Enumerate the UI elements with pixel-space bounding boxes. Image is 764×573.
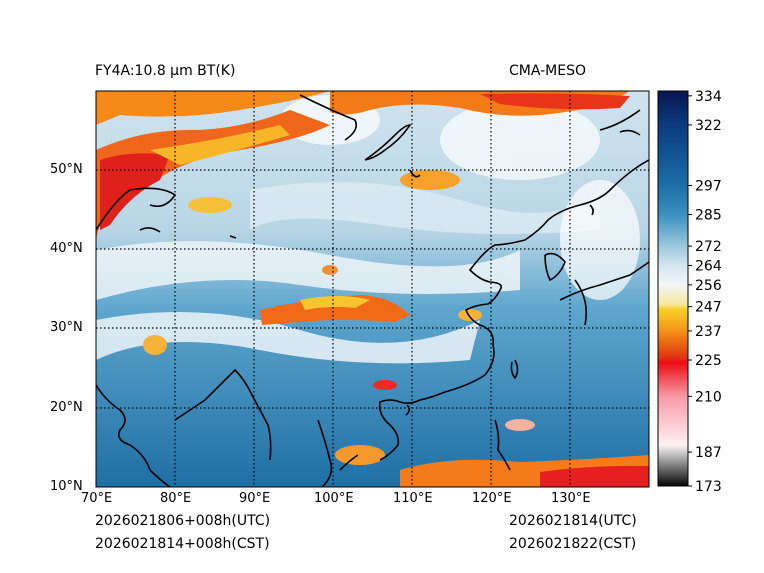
- valid-time-utc: 2026021814(UTC): [509, 513, 637, 529]
- colorbar: 334 322 297 285 272 264 256 247 237 225 210 187 173: [657, 89, 722, 493]
- colorbar-tick-label: 264: [695, 258, 722, 274]
- lon-tick-70: 70°E: [81, 491, 113, 506]
- forecast-time-cst: 2026021814+008h(CST): [95, 536, 270, 552]
- lon-tick-130: 130°E: [551, 491, 591, 506]
- lon-tick-80: 80°E: [160, 491, 192, 506]
- colorbar-tick-label: 285: [695, 208, 722, 224]
- model-name: CMA-MESO: [509, 63, 587, 79]
- forecast-time-utc: 2026021806+008h(UTC): [95, 513, 271, 529]
- colorbar-tick-label: 247: [695, 300, 722, 316]
- colorbar-tick-label: 272: [695, 239, 722, 255]
- colorbar-tick-label: 210: [695, 389, 722, 405]
- lon-tick-90: 90°E: [239, 491, 271, 506]
- colorbar-tick-label: 297: [695, 179, 722, 195]
- lat-tick-50: 50°N: [50, 162, 83, 177]
- colorbar-tick-label: 256: [695, 278, 722, 294]
- cold-cloud-tops: [96, 91, 649, 487]
- colorbar-tick-label: 225: [695, 353, 722, 369]
- lat-tick-10: 10°N: [50, 479, 83, 494]
- graticule: [96, 91, 649, 487]
- lat-tick-40: 40°N: [50, 241, 83, 256]
- valid-time-cst: 2026021822(CST): [509, 536, 637, 552]
- lat-tick-20: 20°N: [50, 400, 83, 415]
- colorbar-tick-label: 173: [695, 479, 722, 493]
- lon-tick-120: 120°E: [472, 491, 512, 506]
- colorbar-scale: [657, 90, 689, 487]
- lon-tick-100: 100°E: [314, 491, 354, 506]
- high-cloud-band: [96, 182, 600, 364]
- lat-tick-30: 30°N: [50, 320, 83, 335]
- map-title: FY4A:10.8 µm BT(K): [95, 63, 236, 79]
- colorbar-tick-label: 237: [695, 324, 722, 340]
- lon-tick-110: 110°E: [393, 491, 433, 506]
- colorbar-tick-label: 187: [695, 445, 722, 461]
- colorbar-tick-label: 334: [695, 89, 722, 105]
- map-frame: [95, 90, 650, 488]
- coastlines: [96, 94, 649, 487]
- colorbar-tick-label: 322: [695, 118, 722, 134]
